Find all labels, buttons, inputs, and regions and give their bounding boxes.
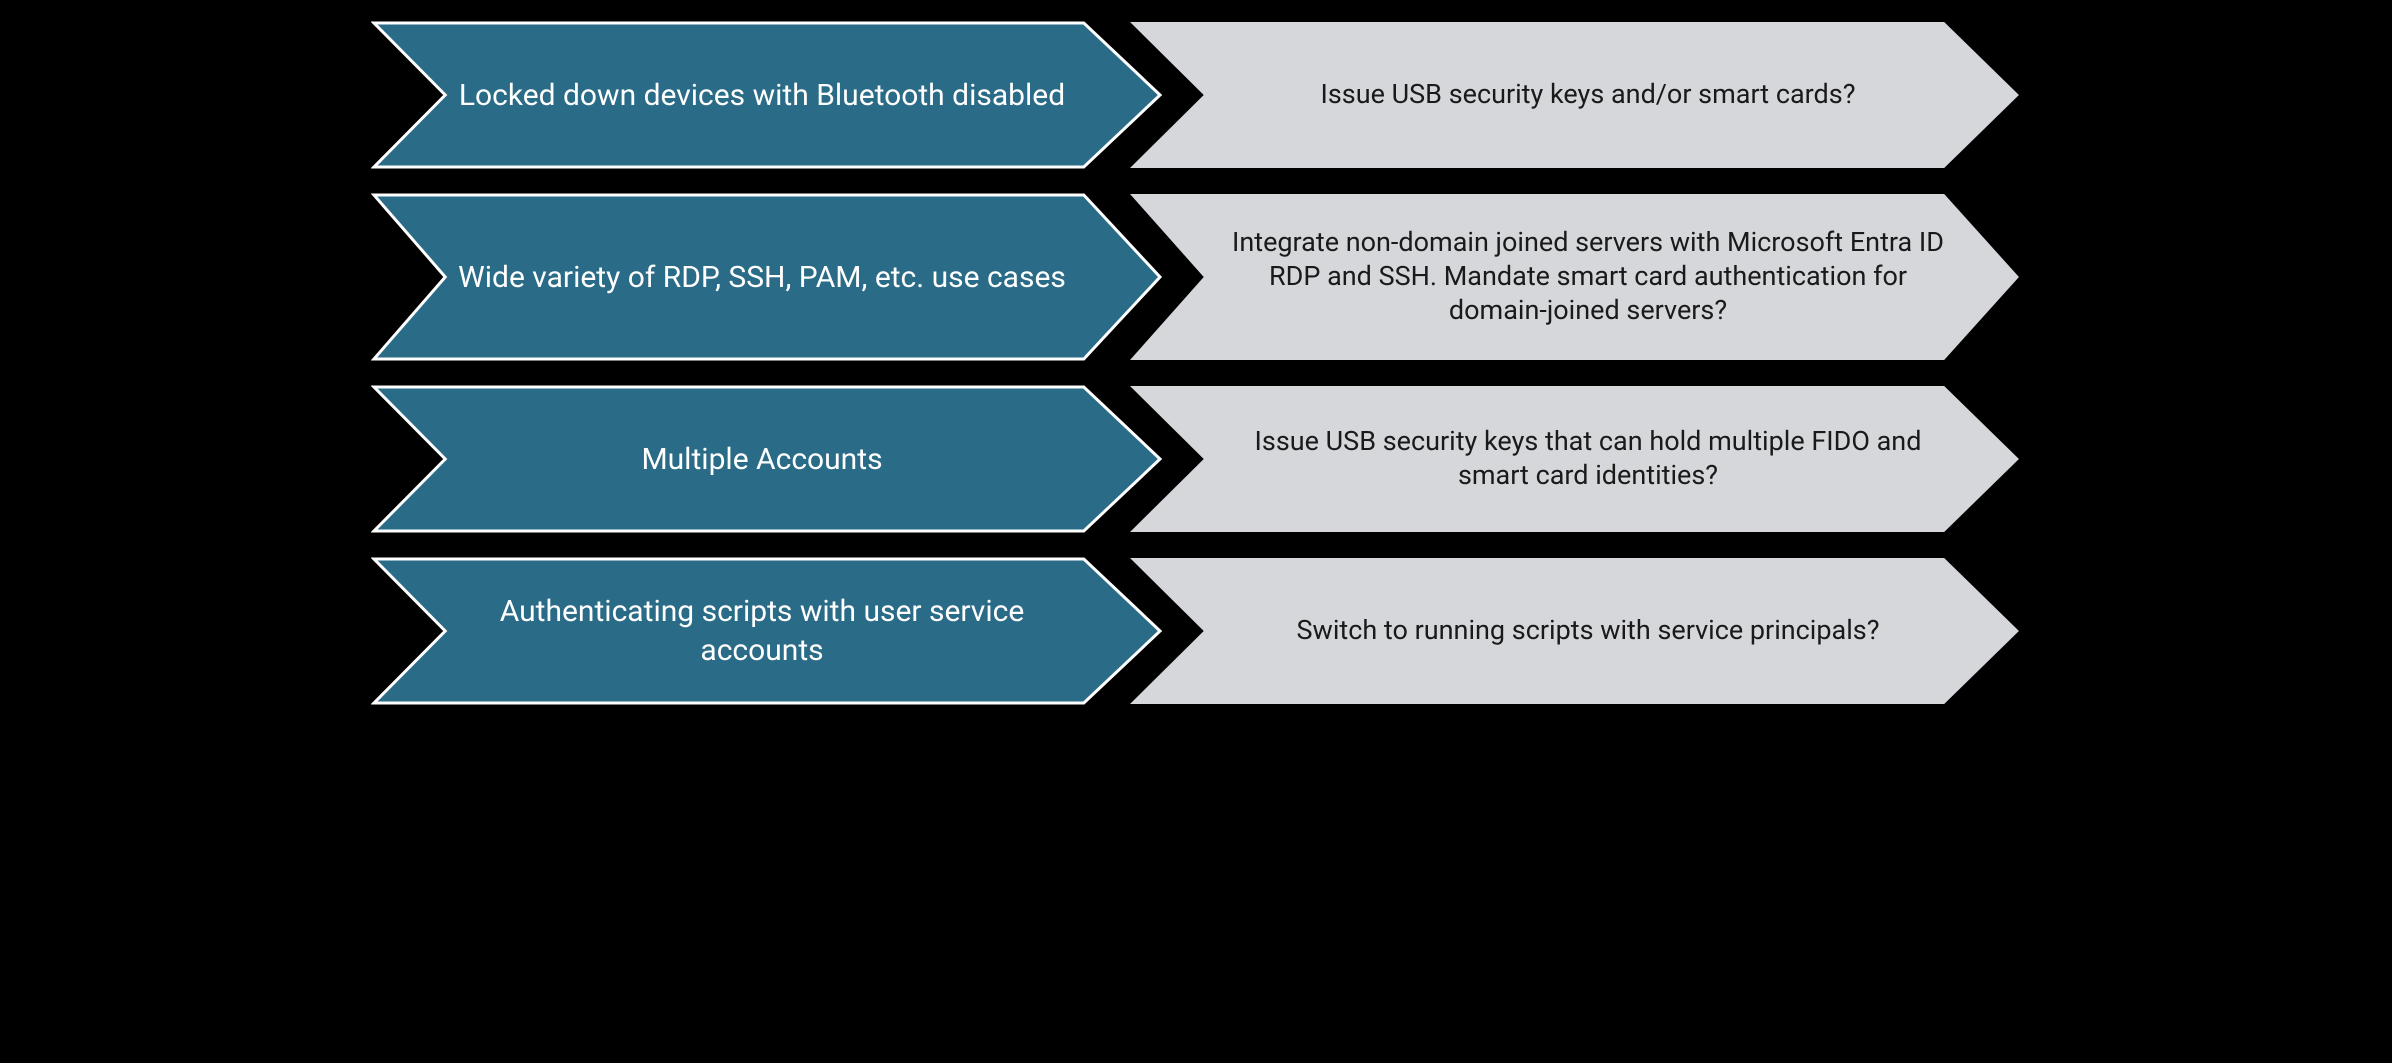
arrow-right-shape: Issue USB security keys and/or smart car…	[1130, 20, 2021, 170]
arrow-right-text: Issue USB security keys and/or smart car…	[1226, 78, 1926, 112]
arrow-row: Authenticating scripts with user service…	[371, 556, 2021, 706]
arrow-row: Wide variety of RDP, SSH, PAM, etc. use …	[371, 192, 2021, 362]
arrow-right-shape: Integrate non-domain joined servers with…	[1130, 192, 2021, 362]
arrow-left-text: Locked down devices with Bluetooth disab…	[374, 76, 1160, 115]
arrow-row: Locked down devices with Bluetooth disab…	[371, 20, 2021, 170]
arrow-right-text: Issue USB security keys that can hold mu…	[1130, 425, 2021, 493]
arrow-left-shape: Authenticating scripts with user service…	[371, 556, 1163, 706]
arrow-right-text: Integrate non-domain joined servers with…	[1130, 226, 2021, 327]
arrow-left-shape: Locked down devices with Bluetooth disab…	[371, 20, 1163, 170]
arrow-left-shape: Multiple Accounts	[371, 384, 1163, 534]
arrow-left-text: Wide variety of RDP, SSH, PAM, etc. use …	[373, 258, 1161, 297]
arrow-right-shape: Issue USB security keys that can hold mu…	[1130, 384, 2021, 534]
diagram-container: Locked down devices with Bluetooth disab…	[371, 20, 2021, 706]
arrow-left-text: Multiple Accounts	[556, 440, 977, 479]
arrow-left-shape: Wide variety of RDP, SSH, PAM, etc. use …	[371, 192, 1163, 362]
arrow-left-text: Authenticating scripts with user service…	[371, 592, 1163, 670]
arrow-right-text: Switch to running scripts with service p…	[1202, 614, 1950, 648]
arrow-right-shape: Switch to running scripts with service p…	[1130, 556, 2021, 706]
arrow-row: Multiple Accounts Issue USB security key…	[371, 384, 2021, 534]
